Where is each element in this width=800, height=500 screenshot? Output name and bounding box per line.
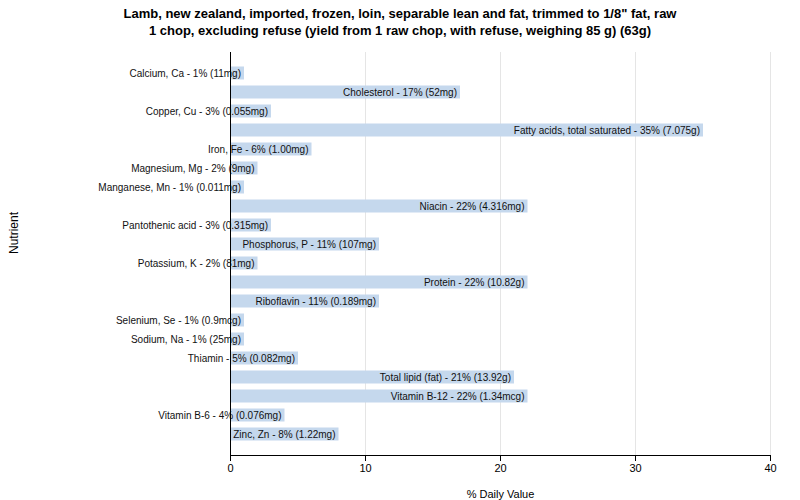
svg-text:0: 0 — [227, 462, 233, 474]
svg-text:Vitamin B-6 - 4% (0.076mg): Vitamin B-6 - 4% (0.076mg) — [158, 409, 281, 420]
svg-text:20: 20 — [494, 462, 506, 474]
html-text:Lamb, new zealand, imported, f: Lamb, new zealand, imported, frozen, loi… — [123, 6, 677, 38]
svg-text:Vitamin B-12 - 22% (1.34mcg): Vitamin B-12 - 22% (1.34mcg) — [391, 390, 525, 401]
svg-text:Cholesterol - 17% (52mg): Cholesterol - 17% (52mg) — [343, 86, 457, 97]
svg-text:Total lipid (fat) - 21% (13.92: Total lipid (fat) - 21% (13.92g) — [380, 371, 511, 382]
svg-text:Sodium, Na - 1% (25mg): Sodium, Na - 1% (25mg) — [131, 333, 241, 344]
svg-text:Pantothenic acid - 3% (0.315mg: Pantothenic acid - 3% (0.315mg) — [122, 219, 268, 230]
svg-text:10: 10 — [359, 462, 371, 474]
svg-text:Fatty acids, total saturated -: Fatty acids, total saturated - 35% (7.07… — [514, 124, 700, 135]
svg-text:Protein - 22% (10.82g): Protein - 22% (10.82g) — [424, 276, 525, 287]
svg-text:Thiamin - 5% (0.082mg): Thiamin - 5% (0.082mg) — [188, 352, 295, 363]
svg-text:Niacin - 22% (4.316mg): Niacin - 22% (4.316mg) — [419, 200, 524, 211]
svg-text:Riboflavin - 11% (0.189mg): Riboflavin - 11% (0.189mg) — [256, 295, 376, 306]
svg-text:Nutrient: Nutrient — [7, 211, 21, 254]
svg-text:Manganese, Mn - 1% (0.011mg): Manganese, Mn - 1% (0.011mg) — [98, 181, 241, 192]
svg-text:Zinc, Zn - 8% (1.22mg): Zinc, Zn - 8% (1.22mg) — [233, 428, 335, 439]
svg-text:Magnesium, Mg - 2% (9mg): Magnesium, Mg - 2% (9mg) — [131, 162, 254, 173]
svg-text:% Daily Value: % Daily Value — [467, 487, 535, 499]
svg-text:Phosphorus, P - 11% (107mg): Phosphorus, P - 11% (107mg) — [242, 238, 376, 249]
svg-text:Potassium, K - 2% (81mg): Potassium, K - 2% (81mg) — [138, 257, 255, 268]
svg-text:40: 40 — [764, 462, 776, 474]
svg-text:Copper, Cu - 3% (0.055mg): Copper, Cu - 3% (0.055mg) — [146, 105, 268, 116]
svg-text:Selenium, Se - 1% (0.9mcg): Selenium, Se - 1% (0.9mcg) — [116, 314, 241, 325]
svg-text:Iron, Fe - 6% (1.00mg): Iron, Fe - 6% (1.00mg) — [208, 143, 309, 154]
svg-text:30: 30 — [629, 462, 641, 474]
svg-text:Calcium, Ca - 1% (11mg): Calcium, Ca - 1% (11mg) — [129, 67, 241, 78]
